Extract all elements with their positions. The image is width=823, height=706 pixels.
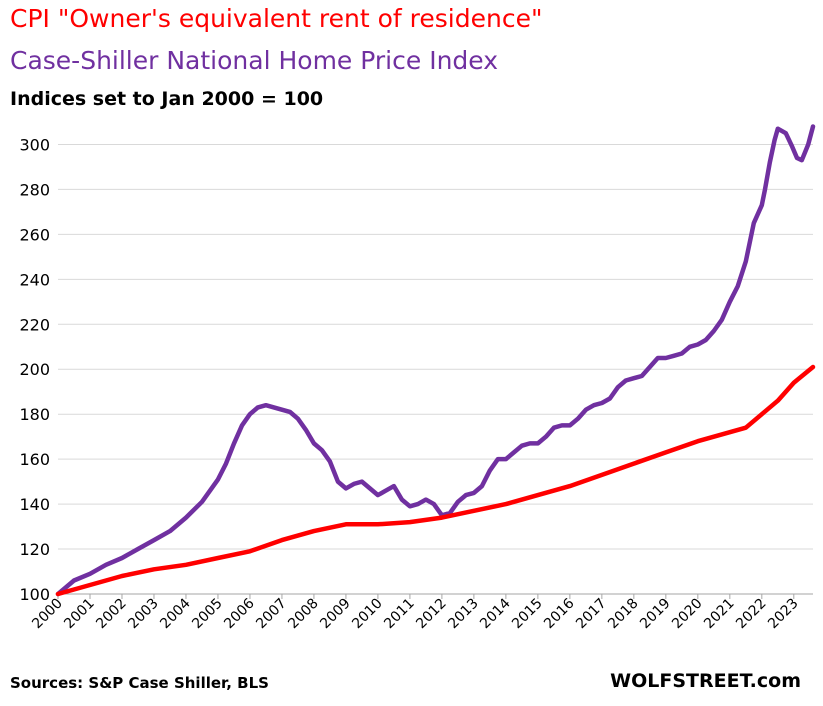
data-series <box>55 124 816 597</box>
x-tick-label: 2004 <box>157 595 194 632</box>
y-tick-label: 300 <box>19 135 50 154</box>
x-tick-label: 2005 <box>189 596 226 633</box>
x-tick-label: 2011 <box>381 596 418 633</box>
source-note: Sources: S&P Case Shiller, BLS <box>10 674 269 692</box>
x-tick-label: 2023 <box>765 596 802 633</box>
y-axis-ticks: 100 120 140 160 180 200 220 240 260 280 300 <box>19 135 50 604</box>
y-tick-label: 180 <box>19 405 50 424</box>
x-tick-label: 2003 <box>125 596 162 633</box>
y-tick-label: 240 <box>19 270 50 289</box>
title-case-shiller: Case-Shiller National Home Price Index <box>10 46 499 75</box>
x-tick-label: 2017 <box>573 596 610 633</box>
title-oer: CPI "Owner's equivalent rent of residenc… <box>10 4 543 33</box>
x-tick-label: 2013 <box>445 596 482 633</box>
x-axis: 2000200120022003200420052006200720082009… <box>29 593 813 633</box>
x-tick-label: 2007 <box>253 596 290 633</box>
x-tick-label: 2001 <box>61 596 98 633</box>
case-shiller-line <box>55 124 816 597</box>
y-tick-label: 280 <box>19 180 50 199</box>
x-tick-label: 2016 <box>541 595 578 632</box>
y-tick-label: 160 <box>19 450 50 469</box>
x-tick-label: 2018 <box>605 596 642 633</box>
x-tick-label: 2009 <box>317 596 354 633</box>
y-tick-label: 260 <box>19 225 50 244</box>
y-tick-label: 120 <box>19 540 50 559</box>
y-tick-label: 200 <box>19 360 50 379</box>
x-tick-label: 2008 <box>285 596 322 633</box>
brand-label: WOLFSTREET.com <box>610 670 801 692</box>
y-tick-label: 100 <box>19 585 50 604</box>
y-tick-label: 140 <box>19 495 50 514</box>
grid-lines <box>58 143 813 550</box>
x-tick-label: 2019 <box>637 596 674 633</box>
x-tick-label: 2014 <box>477 595 514 632</box>
x-tick-label: 2020 <box>669 596 706 633</box>
subtitle-indices: Indices set to Jan 2000 = 100 <box>10 88 324 110</box>
x-tick-label: 2010 <box>349 596 386 633</box>
x-tick-label: 2006 <box>221 595 258 632</box>
x-tick-label: 2012 <box>413 596 450 633</box>
y-tick-label: 220 <box>19 315 50 334</box>
oer-line <box>55 364 816 597</box>
x-tick-label: 2015 <box>509 596 546 633</box>
x-tick-label: 2002 <box>93 596 130 633</box>
x-tick-label: 2022 <box>733 596 770 633</box>
x-tick-label: 2021 <box>701 596 738 633</box>
